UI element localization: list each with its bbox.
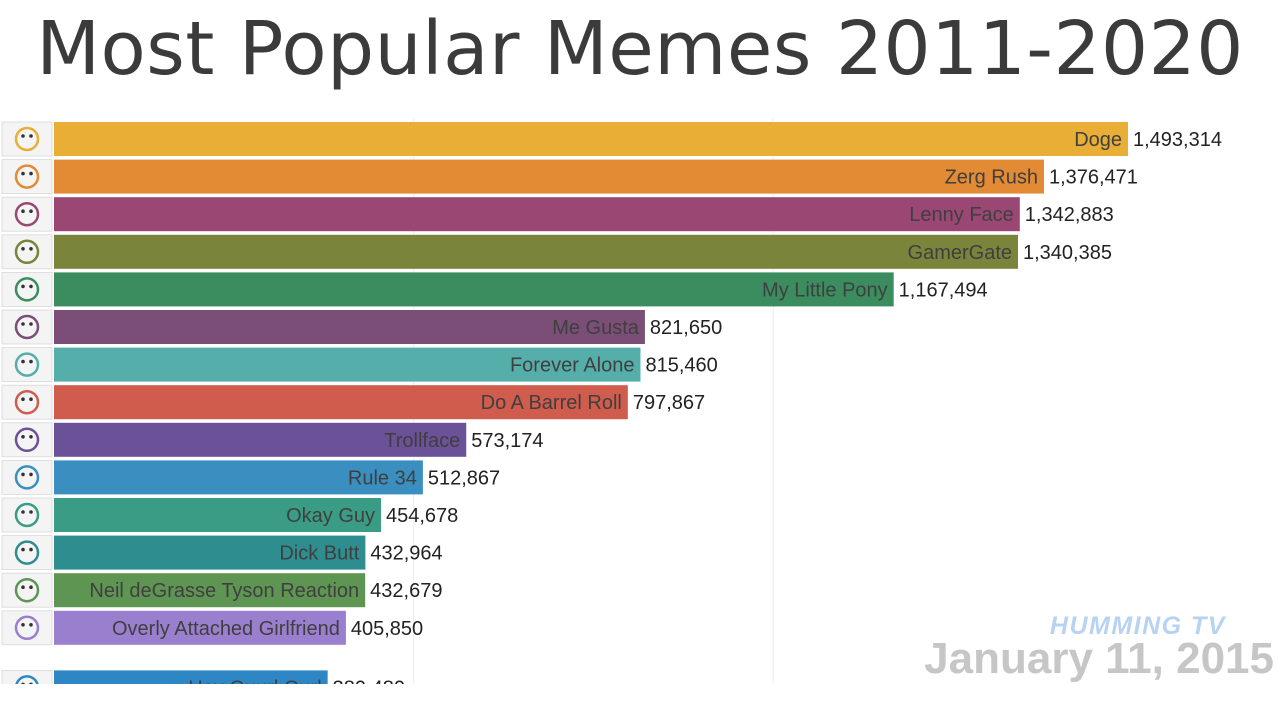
trollface-icon bbox=[1, 422, 53, 458]
neil-degrasse-tyson-icon bbox=[1, 572, 53, 608]
bar bbox=[54, 610, 346, 645]
bar bbox=[54, 670, 328, 684]
bar-value: 1,493,314 bbox=[1133, 129, 1222, 151]
gamergate-icon bbox=[1, 234, 53, 270]
bar-label: Overly Attached Girlfriend bbox=[112, 618, 340, 640]
bar-label: GamerGate bbox=[908, 242, 1012, 264]
watermark: HUMMING TV bbox=[1049, 612, 1226, 640]
bar bbox=[54, 272, 894, 307]
bar bbox=[54, 498, 382, 532]
bar-label: Neil deGrasse Tyson Reaction bbox=[89, 580, 359, 602]
lenny-face-icon bbox=[1, 196, 53, 232]
bar-value: 405,850 bbox=[351, 618, 423, 640]
zerg-rush-icon bbox=[1, 159, 53, 195]
bar bbox=[54, 535, 366, 570]
bar-label: Okay Guy bbox=[286, 505, 375, 527]
bar bbox=[54, 385, 628, 420]
bar bbox=[54, 159, 1044, 194]
me-gusta-icon bbox=[1, 309, 53, 345]
bar bbox=[54, 234, 1019, 269]
bar-label: Hey Guurl Gurl bbox=[188, 677, 321, 699]
barrel-roll-icon bbox=[1, 384, 53, 420]
chart-title: Most Popular Memes 2011-2020 bbox=[36, 6, 1244, 92]
bar-value: 821,650 bbox=[650, 317, 722, 339]
bar bbox=[54, 422, 467, 457]
bar-value: 432,964 bbox=[370, 543, 442, 565]
bar-label: Dick Butt bbox=[279, 543, 359, 565]
bar-value: 1,376,471 bbox=[1049, 167, 1138, 189]
bar-label: Do A Barrel Roll bbox=[481, 392, 622, 414]
bar-value: 432,679 bbox=[370, 580, 442, 602]
hey-guurl-icon bbox=[1, 670, 53, 684]
bar-value: 1,167,494 bbox=[899, 279, 988, 301]
doge-icon bbox=[1, 121, 53, 157]
bar-label: Doge bbox=[1074, 129, 1122, 151]
bar-value: 380,480 bbox=[333, 677, 405, 699]
bar-label: Me Gusta bbox=[552, 317, 640, 339]
bar-value: 815,460 bbox=[645, 355, 717, 377]
date-readout: January 11, 2015 bbox=[924, 634, 1274, 683]
bar-label: Rule 34 bbox=[348, 467, 417, 489]
dick-butt-icon bbox=[1, 535, 53, 570]
bar-value: 1,340,385 bbox=[1023, 242, 1112, 264]
bar bbox=[54, 573, 366, 608]
bar-label: My Little Pony bbox=[762, 279, 888, 301]
bar bbox=[54, 197, 1020, 232]
bar-value: 454,678 bbox=[386, 505, 458, 527]
okay-guy-icon bbox=[1, 497, 53, 533]
bar-label: Forever Alone bbox=[510, 355, 635, 377]
bar bbox=[54, 122, 1128, 156]
forever-alone-icon bbox=[1, 347, 53, 383]
bar-value: 573,174 bbox=[471, 430, 543, 452]
bar-value: 512,867 bbox=[428, 467, 500, 489]
bar bbox=[54, 347, 641, 382]
bar-value: 1,342,883 bbox=[1025, 204, 1114, 226]
bar-value: 797,867 bbox=[633, 392, 705, 414]
bar bbox=[54, 460, 423, 495]
bar-label: Trollface bbox=[384, 430, 460, 452]
rule-34-icon bbox=[1, 459, 53, 495]
bar-label: Zerg Rush bbox=[945, 167, 1038, 189]
overly-attached-girlfriend-icon bbox=[1, 610, 53, 646]
my-little-pony-icon bbox=[1, 271, 53, 307]
bar bbox=[54, 310, 645, 344]
bar-label: Lenny Face bbox=[909, 204, 1014, 226]
